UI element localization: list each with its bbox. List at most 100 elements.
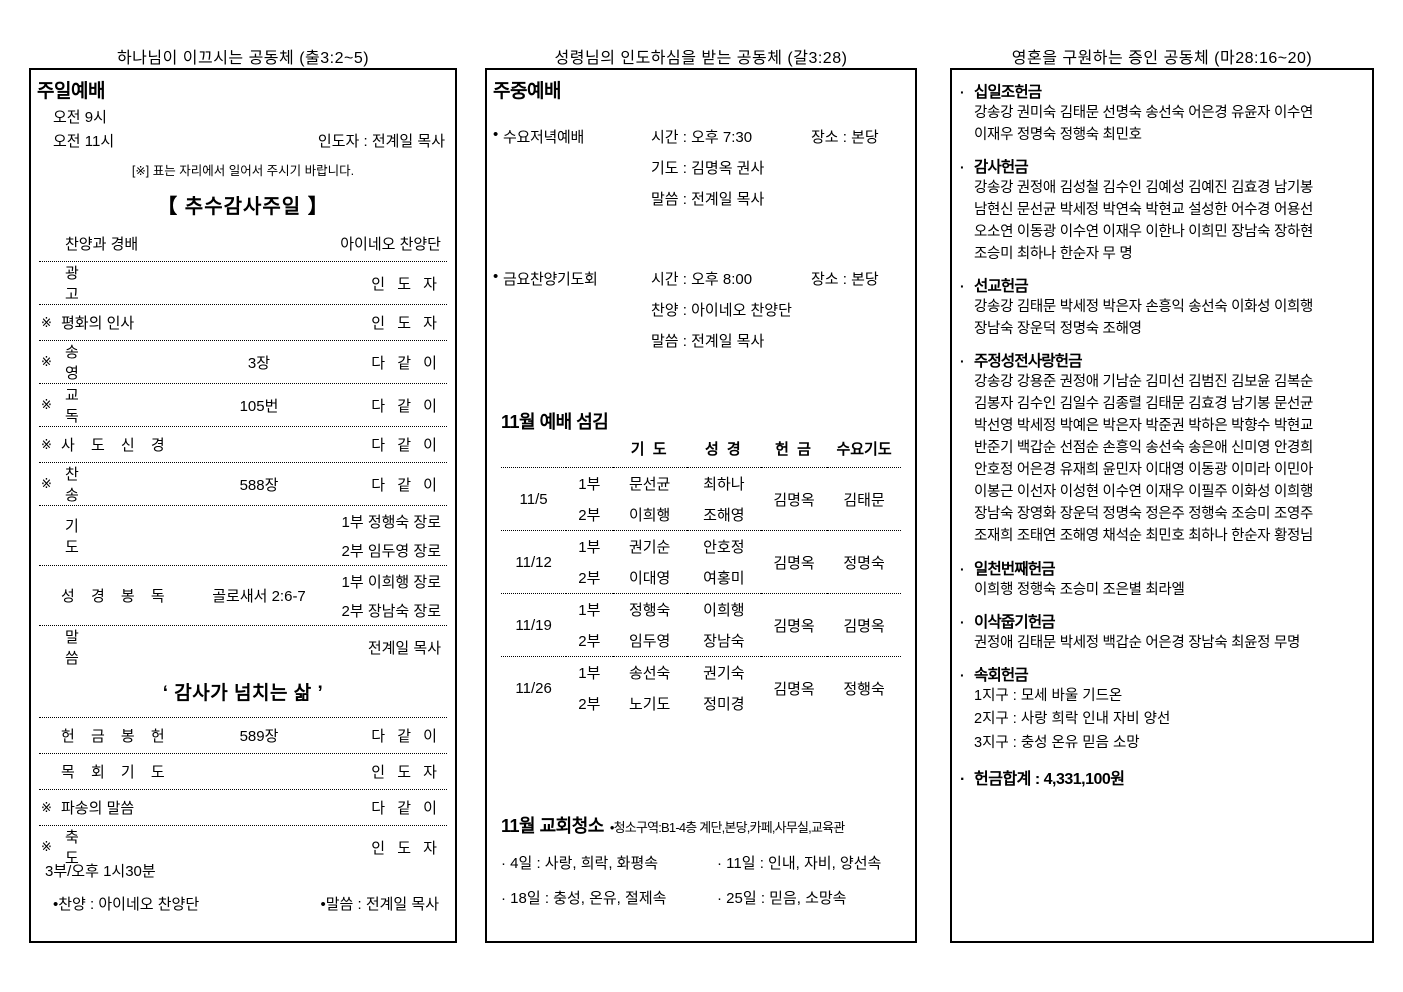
- col-date: [501, 434, 566, 468]
- order-row: ※ 사 도 신 경 다 같 이: [39, 427, 447, 463]
- prayer-part-1: 1부 정행숙 장로: [341, 513, 441, 531]
- friday-service: • 금요찬양기도회 시간 : 오후 8:00 장소 : 본당 찬양 : 아이네오…: [493, 268, 907, 361]
- offering-heading: · 선교헌금: [960, 274, 1364, 296]
- friday-praise: 찬양 : 아이네오 찬양단: [651, 302, 792, 319]
- order-row-message: 말 씀 전계일 목사: [39, 626, 447, 668]
- row-bible-2: 여홍미: [703, 570, 745, 587]
- bullet-icon: ·: [960, 278, 965, 295]
- order-label-text: 광 고: [65, 265, 117, 303]
- table-row: 11/26 1부 송선숙 권기숙 김명옥 정행숙: [501, 656, 901, 719]
- order-row: ※ 평화의 인사 인 도 자: [39, 305, 447, 341]
- order-person: 인 도 자: [371, 764, 441, 781]
- order-row: ※ 찬 송 588장 다 같 이: [39, 463, 447, 506]
- order-label: 성 경 봉 독: [61, 588, 171, 605]
- order-person: 다 같 이: [371, 800, 441, 817]
- row-prayer-1: 권기순: [612, 530, 687, 562]
- table-row: 11/5 1부 문선균 최하나 김명옥 김태문: [501, 467, 901, 531]
- row-prayer-1: 문선균: [612, 467, 687, 499]
- table-row: 2부 임두영 장남숙: [501, 625, 901, 657]
- table-row: 2부 노기도 정미경: [501, 688, 901, 719]
- sermon-theme: ‘ 감사가 넘치는 삶 ’: [39, 668, 447, 718]
- col-offering: 헌 금: [775, 441, 813, 458]
- offering-heading: · 십일조헌금: [960, 80, 1364, 102]
- order-row: 찬양과 경배 아이네오 찬양단: [39, 226, 447, 262]
- offering-name-line: 강송강 김태문 박세정 박은자 손흥익 송선숙 이화성 이희행: [974, 299, 1314, 316]
- offering-name-line: 강송강 강용준 권정애 기남순 김미선 김범진 김보윤 김복순: [974, 374, 1314, 391]
- order-person: 인 도 자: [371, 275, 441, 293]
- bullet-icon: ·: [960, 159, 965, 176]
- offering-total-text: 헌금합계 : 4,331,100원: [974, 771, 1125, 789]
- offering-names: 이희행 정행숙 조승미 조은별 최라엘: [960, 579, 1364, 601]
- row-bible-2: 정미경: [703, 696, 745, 713]
- friday-detail-row: 말씀 : 전계일 목사: [493, 330, 907, 351]
- offering-names: 강송강 강용준 권정애 기남순 김미선 김범진 김보윤 김복순 김봉자 김수인 …: [960, 371, 1364, 547]
- row-bible-2: 조해영: [703, 507, 745, 524]
- offering-total: · 헌금합계 : 4,331,100원: [960, 765, 1364, 789]
- bullet-icon: ·: [960, 353, 965, 370]
- bullet-icon: ·: [960, 666, 965, 683]
- offering-name-line: 이봉근 이선자 이성현 이수연 이재우 이필주 이화성 이희행: [974, 484, 1314, 501]
- third-service-block: 3부/오후 1시30분 •찬양 : 아이네오 찬양단 •말씀 : 전계일 목사: [45, 860, 445, 914]
- standing-mark: ※: [41, 839, 52, 854]
- order-label: 목 회 기 도: [61, 764, 171, 781]
- order-label: 교 독: [57, 384, 207, 426]
- order-person: 다 같 이: [371, 728, 441, 745]
- offering-heading-text: 주정성전사랑헌금: [974, 353, 1082, 371]
- cleaning-title: 11월 교회청소: [501, 816, 604, 836]
- col-wed-prayer: 수요기도: [836, 441, 892, 458]
- order-person-group: 1부 정행숙 장로 2부 임두영 장로: [311, 511, 441, 561]
- wednesday-detail-row: 말씀 : 전계일 목사: [493, 188, 907, 209]
- table-row: 11/12 1부 권기순 안호정 김명옥 정명숙: [501, 530, 901, 594]
- order-label-text: 찬 송: [65, 466, 117, 504]
- bullet-icon: ·: [960, 771, 965, 789]
- cell-group-district-3: 3지구 : 충성 온유 믿음 소망: [974, 734, 1140, 751]
- weekday-panel: 주중예배 • 수요저녁예배 시간 : 오후 7:30 장소 : 본당 기도 : …: [485, 68, 917, 943]
- row-offering: 김명옥: [760, 656, 828, 719]
- order-person: 전계일 목사: [367, 639, 441, 657]
- row-wed-prayer: 김명옥: [827, 593, 901, 657]
- row-bible-1: 안호정: [686, 530, 761, 562]
- row-part-1: 1부: [566, 656, 613, 688]
- cleaning-day-25: · 25일 : 믿음, 소망속: [717, 890, 847, 907]
- cell-group-district-1: 1지구 : 모세 바울 기드온: [974, 687, 1123, 704]
- row-prayer-1: 송선숙: [612, 656, 687, 688]
- row-prayer-2: 이희행: [628, 507, 671, 524]
- order-of-service-top: 찬양과 경배 아이네오 찬양단 광 고 인 도 자 ※ 평화의 인사 인 도 자: [39, 226, 447, 868]
- order-label: 광 고: [57, 262, 207, 304]
- offering-heading: · 이삭줍기헌금: [960, 610, 1364, 632]
- bullet-icon: ·: [960, 613, 965, 630]
- occasion-title: 【 추수감사주일 】: [157, 196, 329, 218]
- wednesday-prayer: 기도 : 김명옥 권사: [651, 160, 765, 177]
- offering-name-line: 박선영 박세정 박예은 박은자 박준권 박하은 박향수 박현교: [974, 418, 1314, 435]
- wednesday-row: • 수요저녁예배 시간 : 오후 7:30 장소 : 본당: [493, 126, 907, 147]
- offering-name-line: 장남숙 장운덕 정명숙 조해영: [974, 321, 1142, 338]
- order-person: 아이네오 찬양단: [340, 236, 441, 253]
- offerings-panel: · 십일조헌금 강송강 권미숙 김태문 선명숙 송선숙 어은경 유윤자 이수연 …: [950, 68, 1374, 943]
- standing-note: [※] 표는 자리에서 일어서 주시기 바랍니다.: [131, 164, 355, 178]
- standing-mark: ※: [41, 397, 52, 412]
- row-part-2: 2부: [578, 696, 601, 713]
- offering-block-tithe: · 십일조헌금 강송강 권미숙 김태문 선명숙 송선숙 어은경 유윤자 이수연 …: [960, 80, 1364, 146]
- row-prayer-1: 정행숙: [612, 593, 687, 625]
- scripture-part-2: 2부 장남숙 장로: [341, 602, 441, 620]
- order-row: 목 회 기 도 인 도 자: [39, 754, 447, 790]
- row-bible-1: 이희행: [686, 593, 761, 625]
- row-bible-1: 권기숙: [686, 656, 761, 688]
- row-date: 11/12: [501, 530, 567, 594]
- order-person: 다 같 이: [371, 476, 441, 494]
- order-label-text: 기 도: [65, 517, 117, 556]
- col-bible: 성 경: [704, 441, 743, 458]
- scripture-part-1: 1부 이희행 장로: [341, 573, 441, 591]
- offering-name-line: 남현신 문선균 박세정 박연숙 박현교 설성한 어수경 어용선: [974, 202, 1314, 219]
- row-bible-2: 장남숙: [703, 633, 745, 650]
- row-date: 11/19: [501, 593, 567, 657]
- order-row-prayer: 기 도 1부 정행숙 장로 2부 임두영 장로: [39, 506, 447, 566]
- wednesday-service: • 수요저녁예배 시간 : 오후 7:30 장소 : 본당 기도 : 김명옥 권…: [493, 126, 907, 219]
- order-value: 3장: [247, 354, 271, 372]
- col-part: [566, 434, 612, 468]
- offering-heading-text: 십일조헌금: [974, 84, 1042, 101]
- order-person-group: 1부 이희행 장로 2부 장남숙 장로: [311, 571, 441, 621]
- table-row: 2부 이희행 조해영: [501, 499, 901, 531]
- order-value: 588장: [239, 476, 279, 494]
- order-label-text: 교 독: [65, 387, 117, 425]
